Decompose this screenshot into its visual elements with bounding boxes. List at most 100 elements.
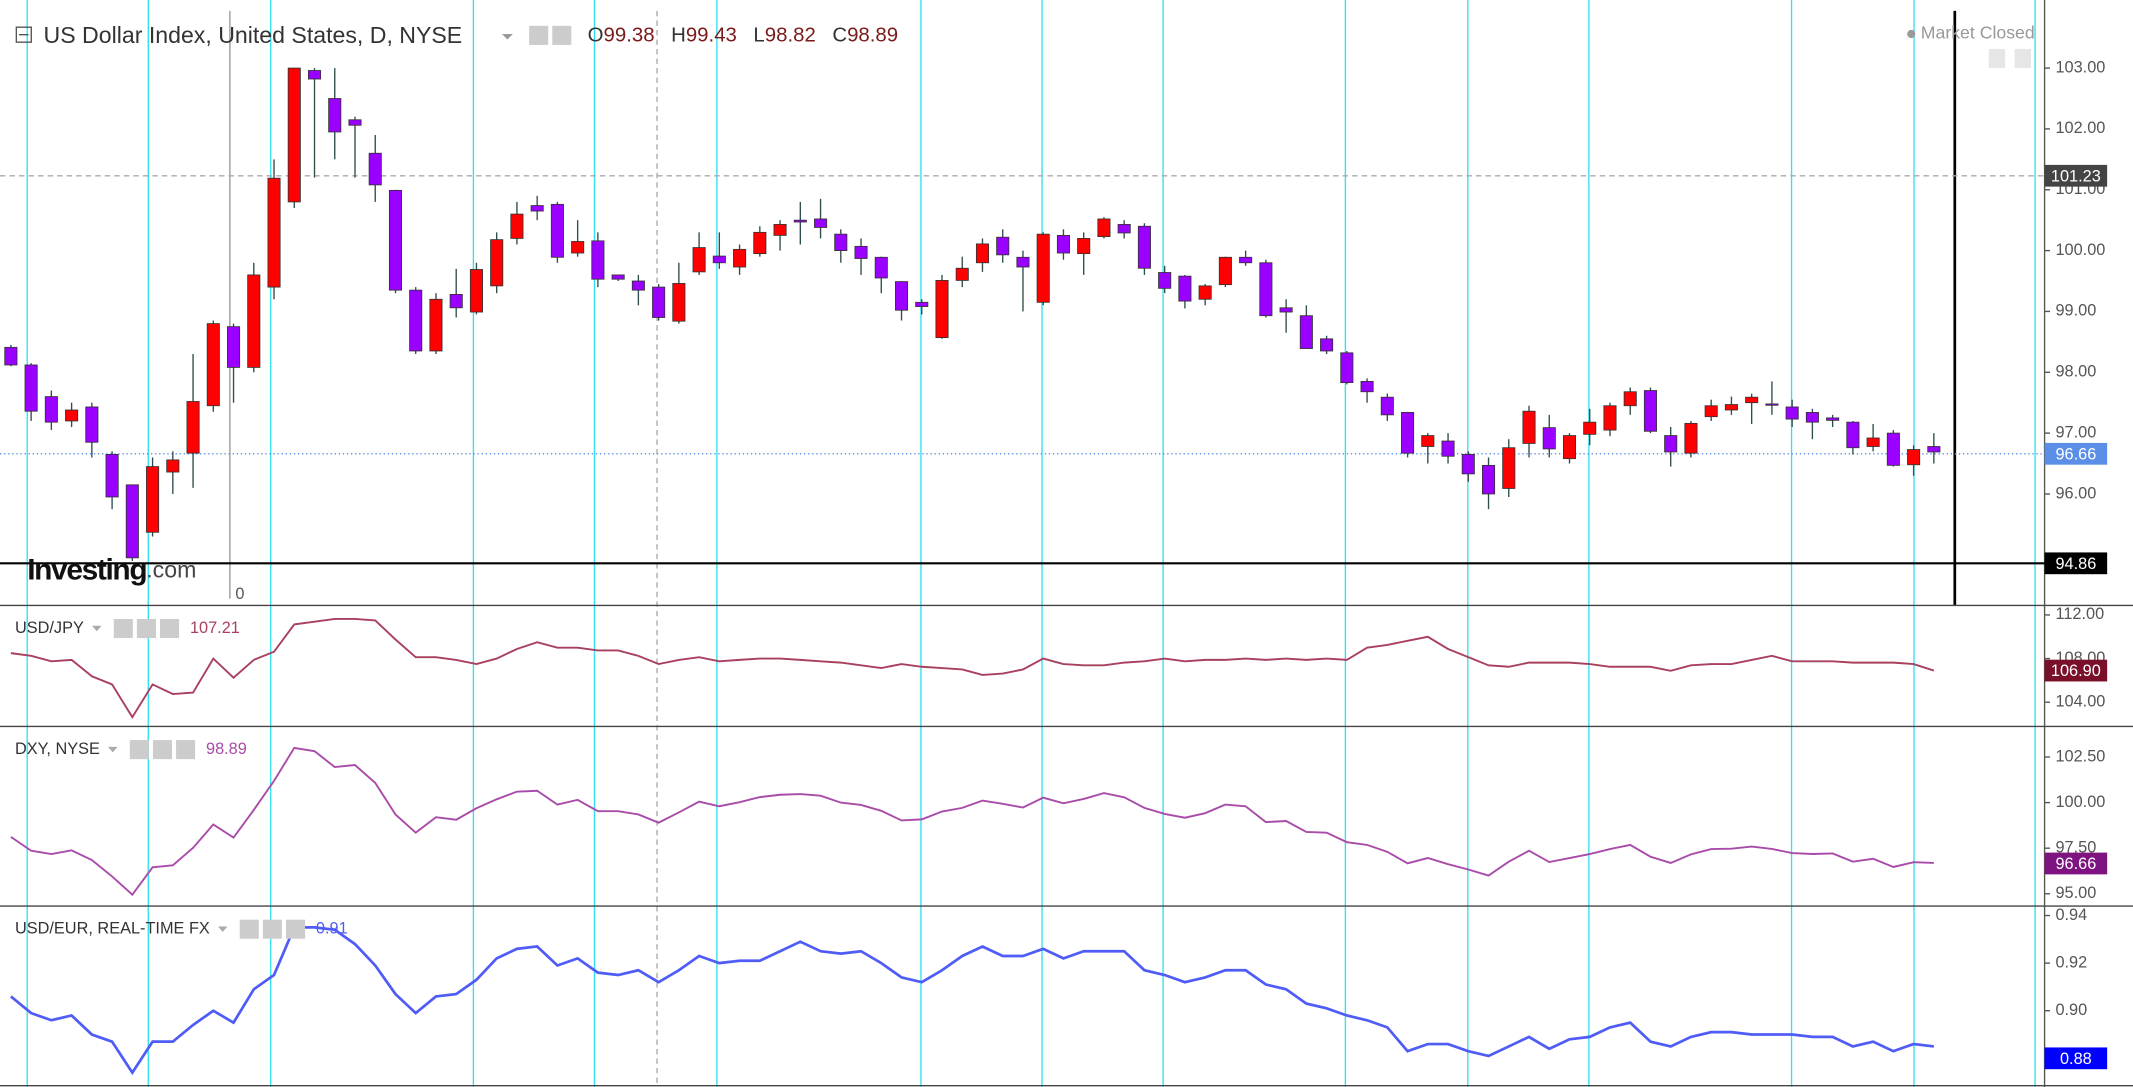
pane-icon[interactable]: [239, 919, 259, 939]
candle-body: [44, 396, 58, 423]
candle-body: [247, 274, 261, 368]
y-tick-label: 112.00: [2055, 605, 2104, 623]
candle-body: [1583, 421, 1597, 435]
watermark-suffix: .com: [146, 556, 196, 582]
candle-body: [1198, 285, 1212, 300]
candle-body: [1866, 437, 1880, 447]
candle-body: [1401, 412, 1415, 454]
pane-icon[interactable]: [152, 740, 172, 760]
ohlc-key: C: [832, 25, 847, 47]
price-label-box: [2044, 1047, 2108, 1070]
candle-body: [1846, 421, 1860, 449]
candle-body: [1745, 396, 1759, 404]
candle-body: [1785, 406, 1799, 420]
y-tick-label: 98.00: [2055, 363, 2096, 381]
candle-body: [1097, 218, 1111, 238]
collapse-icon[interactable]: [15, 26, 32, 43]
candle-body: [1562, 435, 1577, 460]
price-label-box: [2044, 852, 2108, 875]
candle-body: [1542, 427, 1556, 450]
price-label: 96.66: [2055, 445, 2096, 463]
pane-icon[interactable]: [136, 619, 156, 639]
dropdown-caret[interactable]: [501, 34, 513, 40]
ohlc-value: 99.38: [604, 25, 655, 47]
pane-legend-value: 98.89: [206, 740, 247, 758]
pane-icon[interactable]: [129, 740, 149, 760]
candle-body: [733, 248, 747, 268]
candle-body: [915, 301, 929, 307]
ohlc-key: O: [588, 25, 604, 47]
ohlc-value: 99.43: [686, 25, 737, 47]
candle-body: [85, 406, 99, 443]
candle-body: [1036, 233, 1050, 303]
candle-body: [1441, 440, 1455, 457]
candle-body: [368, 152, 382, 186]
candle-body: [753, 231, 767, 255]
scroll-icon[interactable]: [1988, 48, 2006, 69]
candle-body: [1603, 405, 1617, 431]
pane-icon[interactable]: [262, 919, 282, 939]
y-tick-label: 96.00: [2055, 484, 2096, 502]
ohlc-key: H: [671, 25, 686, 47]
y-tick-label: 97.50: [2055, 838, 2096, 856]
price-label: 94.86: [2055, 555, 2096, 573]
price-label: 0.88: [2060, 1050, 2092, 1068]
candle-body: [146, 466, 160, 533]
candle-body: [125, 484, 139, 559]
candle-body: [1137, 225, 1151, 269]
y-tick-label: 100.00: [2055, 793, 2105, 811]
candle-body: [348, 119, 362, 126]
dropdown-caret[interactable]: [217, 926, 228, 932]
candle-body: [975, 243, 990, 264]
y-tick-label: 102.50: [2055, 747, 2105, 765]
candle-body: [935, 279, 949, 339]
candle-body: [652, 286, 666, 318]
candle-body: [510, 213, 524, 239]
candle-body: [1056, 234, 1070, 254]
pane-icon[interactable]: [113, 619, 133, 639]
pane-legend: DXY, NYSE: [15, 740, 100, 758]
candle-body: [328, 98, 342, 133]
candle-body: [105, 453, 119, 498]
candle-body: [1805, 412, 1819, 423]
candle-body: [1927, 446, 1941, 453]
candle-body: [1299, 315, 1313, 349]
pane-legend: USD/JPY: [15, 619, 84, 637]
y-tick-label: 99.00: [2055, 302, 2096, 320]
ohlc-legend: O99.38 H99.43 L98.82 C98.89: [588, 25, 898, 47]
pane-icon[interactable]: [286, 919, 306, 939]
watermark-main: Investing: [27, 553, 146, 586]
candle-body: [1380, 396, 1394, 416]
candle-body: [469, 269, 483, 313]
candle-body: [793, 219, 807, 223]
series-line: [10, 926, 1935, 1076]
y-tick-label: 103.00: [2055, 58, 2105, 76]
candle-body: [1623, 391, 1637, 407]
candle-body: [1461, 453, 1475, 475]
candle-body: [631, 280, 645, 291]
candle-body: [530, 205, 544, 212]
candle-body: [571, 241, 585, 254]
dropdown-caret[interactable]: [92, 625, 102, 632]
pane-icon[interactable]: [160, 619, 180, 639]
candle-body: [1279, 307, 1293, 313]
candle-body: [267, 177, 281, 288]
candle-body: [1886, 432, 1900, 466]
settings-icon[interactable]: [552, 25, 572, 45]
market-status: Market Closed: [1921, 23, 2035, 43]
pane-icon[interactable]: [176, 740, 196, 760]
visibility-icon[interactable]: [529, 25, 549, 45]
series-line: [10, 618, 1935, 719]
y-tick-label: 95.00: [2055, 884, 2096, 902]
candle-body: [672, 283, 686, 322]
annotation: 0: [235, 585, 244, 603]
scroll-icon[interactable]: [2014, 48, 2031, 69]
candle-body: [166, 459, 180, 473]
candle-body: [1502, 447, 1516, 489]
candle-body: [490, 239, 504, 287]
dropdown-caret[interactable]: [108, 746, 118, 753]
candle-body: [1826, 417, 1840, 421]
chart-title: US Dollar Index, United States, D, NYSE: [44, 22, 463, 48]
candle-body: [1239, 256, 1253, 264]
y-tick-label: 100.00: [2055, 241, 2105, 259]
